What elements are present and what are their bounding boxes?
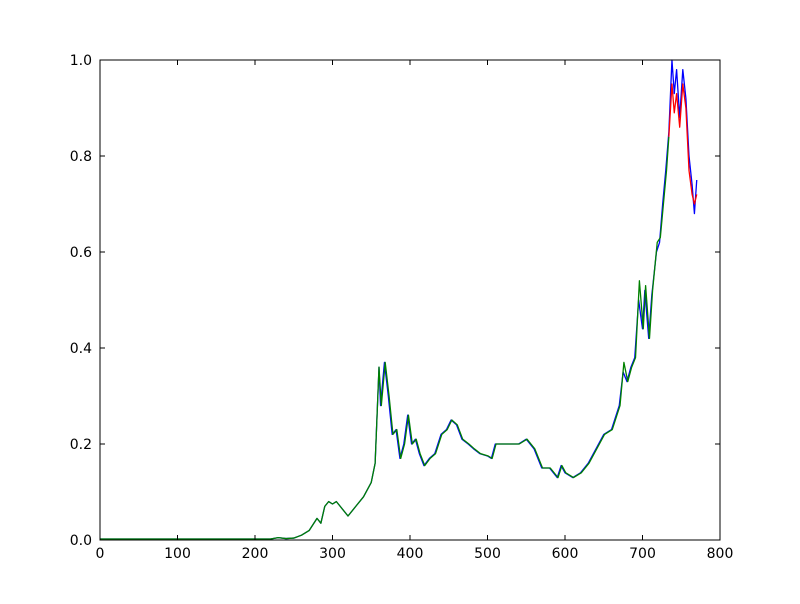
y-tick-label: 0.6 — [70, 245, 92, 261]
y-tick-label: 0.0 — [70, 533, 92, 549]
series-line — [668, 83, 698, 205]
series-line — [100, 136, 670, 540]
plot-area — [100, 59, 698, 540]
x-tick-label: 200 — [242, 546, 269, 562]
x-tick-label: 500 — [474, 546, 501, 562]
x-tick-label: 100 — [164, 546, 191, 562]
x-tick-label: 300 — [319, 546, 346, 562]
y-tick-label: 0.8 — [70, 149, 92, 165]
x-tick-label: 800 — [707, 546, 734, 562]
y-tick-label: 0.4 — [70, 341, 92, 357]
x-tick-label: 700 — [629, 546, 656, 562]
x-tick-label: 600 — [552, 546, 579, 562]
x-tick-label: 400 — [397, 546, 424, 562]
x-tick-label: 0 — [96, 546, 105, 562]
y-tick-label: 1.0 — [70, 53, 92, 69]
y-tick-label: 0.2 — [70, 437, 92, 453]
